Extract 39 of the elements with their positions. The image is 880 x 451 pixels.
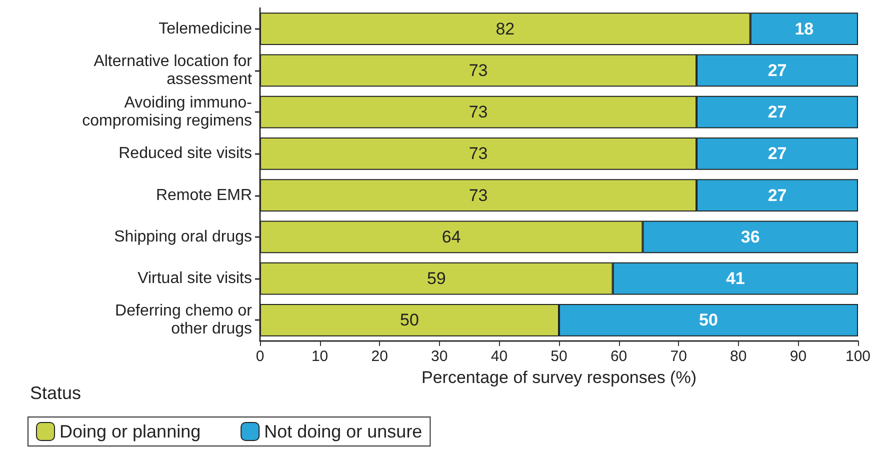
x-tick-label: 40 bbox=[490, 348, 508, 365]
y-tick-label: Deferring chemo or other drugs bbox=[115, 302, 253, 338]
x-tick-label: 10 bbox=[311, 348, 328, 365]
data-label: 18 bbox=[794, 19, 814, 38]
data-label: 73 bbox=[468, 186, 488, 205]
data-label: 41 bbox=[726, 269, 745, 288]
x-tick-label: 0 bbox=[256, 348, 264, 365]
data-label: 50 bbox=[699, 310, 718, 330]
x-tick-label: 50 bbox=[550, 348, 568, 365]
x-axis-title: Percentage of survey responses (%) bbox=[422, 368, 696, 387]
x-tick-label: 30 bbox=[431, 348, 448, 365]
y-tick-label: Remote EMR bbox=[156, 186, 252, 204]
data-label: 27 bbox=[768, 186, 787, 205]
x-tick-label: 80 bbox=[730, 348, 747, 365]
data-label: 27 bbox=[768, 102, 787, 122]
x-tick-label: 100 bbox=[845, 348, 871, 365]
x-tick-label: 20 bbox=[371, 348, 388, 365]
data-label: 50 bbox=[400, 310, 419, 330]
y-tick-label: Virtual site visits bbox=[138, 270, 252, 288]
data-label: 73 bbox=[468, 60, 488, 80]
x-tick-label: 90 bbox=[790, 348, 807, 365]
x-tick-label: 70 bbox=[670, 348, 687, 365]
y-tick-label: Telemedicine bbox=[158, 20, 252, 38]
legend-label: Not doing or unsure bbox=[264, 422, 422, 442]
y-tick-label: Shipping oral drugs bbox=[114, 228, 252, 246]
data-label: 59 bbox=[426, 269, 446, 288]
legend-label: Doing or planning bbox=[60, 422, 201, 442]
data-label: 27 bbox=[768, 144, 787, 164]
data-label: 73 bbox=[468, 144, 488, 164]
data-label: 27 bbox=[768, 60, 787, 80]
data-label: 36 bbox=[740, 227, 760, 246]
data-label: 73 bbox=[468, 102, 488, 122]
y-tick-label: Reduced site visits bbox=[118, 145, 252, 162]
data-label: 82 bbox=[496, 19, 515, 38]
y-tick-label: Avoiding immuno- compromising regimens bbox=[82, 94, 252, 130]
x-tick-label: 60 bbox=[610, 348, 628, 365]
legend-title: Status bbox=[30, 383, 82, 403]
data-label: 64 bbox=[442, 227, 461, 246]
y-tick-label: Alternative location for assessment bbox=[94, 52, 253, 88]
